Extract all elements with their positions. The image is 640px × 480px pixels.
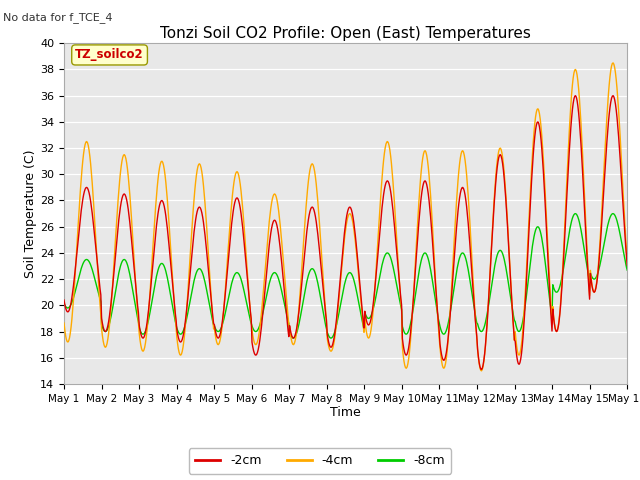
Legend: -2cm, -4cm, -8cm: -2cm, -4cm, -8cm — [189, 448, 451, 474]
X-axis label: Time: Time — [330, 407, 361, 420]
Text: TZ_soilco2: TZ_soilco2 — [76, 48, 144, 61]
Title: Tonzi Soil CO2 Profile: Open (East) Temperatures: Tonzi Soil CO2 Profile: Open (East) Temp… — [160, 25, 531, 41]
Text: No data for f_TCE_4: No data for f_TCE_4 — [3, 12, 113, 23]
Y-axis label: Soil Temperature (C): Soil Temperature (C) — [24, 149, 37, 278]
